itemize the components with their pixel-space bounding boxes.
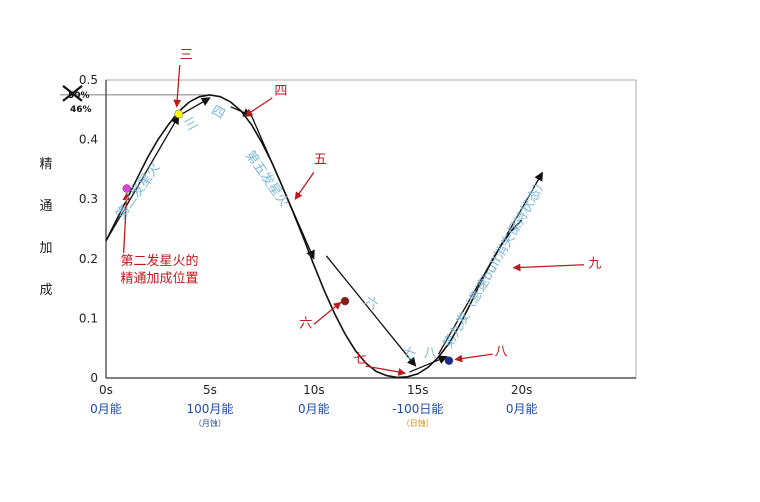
y-tick-label: 0.4 [79,133,98,147]
callout-label: 四 [274,84,287,99]
annotation-label: 第五发星火 [242,148,292,210]
energy-label: 0月能 [506,402,538,416]
y-tick-label: 0.1 [79,311,98,325]
energy-label: -100日能 [392,402,443,416]
data-point-marker [444,356,454,365]
y-axis-label: 精通加成 [39,157,52,298]
callout-pointer [122,192,131,253]
energy-label: 0月能 [90,402,122,416]
callout-pointer [294,172,315,200]
reference-label-struck: 50% [68,91,90,101]
callout-label: 精通加成位置 [121,272,199,287]
progress-arrow [437,171,544,355]
annotation-label: 四 [209,103,228,122]
annotation-label: 第二发星火 [113,160,163,222]
arrow-group [105,97,544,373]
data-point-marker [174,109,183,119]
y-tick-label: 0.2 [79,252,98,266]
y-axis-label-char: 精 [39,157,52,172]
annotation-label: 六 [361,294,380,314]
reference-label: 46% [70,105,92,115]
marker-group [122,109,454,365]
x-tick-label: 15s [407,383,429,397]
x-tick-label: 0s [99,383,113,397]
y-axis-label-char: 成 [39,283,52,298]
progress-arrow [409,355,448,373]
data-point-marker [340,296,350,306]
annotation-label: 三 [182,115,201,134]
callout-label: 五 [314,152,327,167]
y-tick-label: 0.5 [79,73,98,87]
callout-label: 七 [353,352,366,367]
x-tick-label: 20s [511,383,533,397]
y-tick-label: 0.3 [79,192,98,206]
x-tick-label: 10s [303,383,325,397]
y-axis-label-char: 通 [39,199,52,214]
annotation-label: 八 [424,346,437,361]
energy-label: 0月能 [298,402,330,416]
callout-pointer [313,301,342,325]
annotation-label: 七 [400,344,418,363]
annotation-label: 第九发（急速buff消失保持状态） [440,175,551,351]
y-axis-label-char: 加 [39,241,52,256]
progress-arrow [325,255,417,367]
callout-label: 三 [180,48,193,63]
callout-pointer [454,353,493,363]
strike-mark [62,85,83,102]
tick-labels: 0 0.1 0.2 0.3 0.4 0.5 0s 5s 10s 15s 20s 0月能 100月能 （月蚀… [79,73,538,428]
y-tick-label: 0 [90,371,98,385]
reference-line-group: 50%46% [60,85,210,115]
progress-arrow [105,114,180,242]
energy-sublabel: （日蚀） [402,418,434,428]
progress-arrow [250,115,315,260]
callout-pointer [173,65,182,108]
callout-label: 六 [299,316,312,331]
callout-label: 第二发星火的 [121,253,199,269]
callout-pointer [365,365,407,376]
callout-label: 九 [588,257,601,272]
energy-label: 100月能 [186,402,233,416]
callout-label: 八 [495,344,508,359]
progress-arrow [178,97,211,117]
callout-pointer [244,97,273,117]
energy-sublabel: （月蚀） [194,418,226,428]
x-tick-label: 5s [203,383,217,397]
callout-pointer [512,263,585,272]
